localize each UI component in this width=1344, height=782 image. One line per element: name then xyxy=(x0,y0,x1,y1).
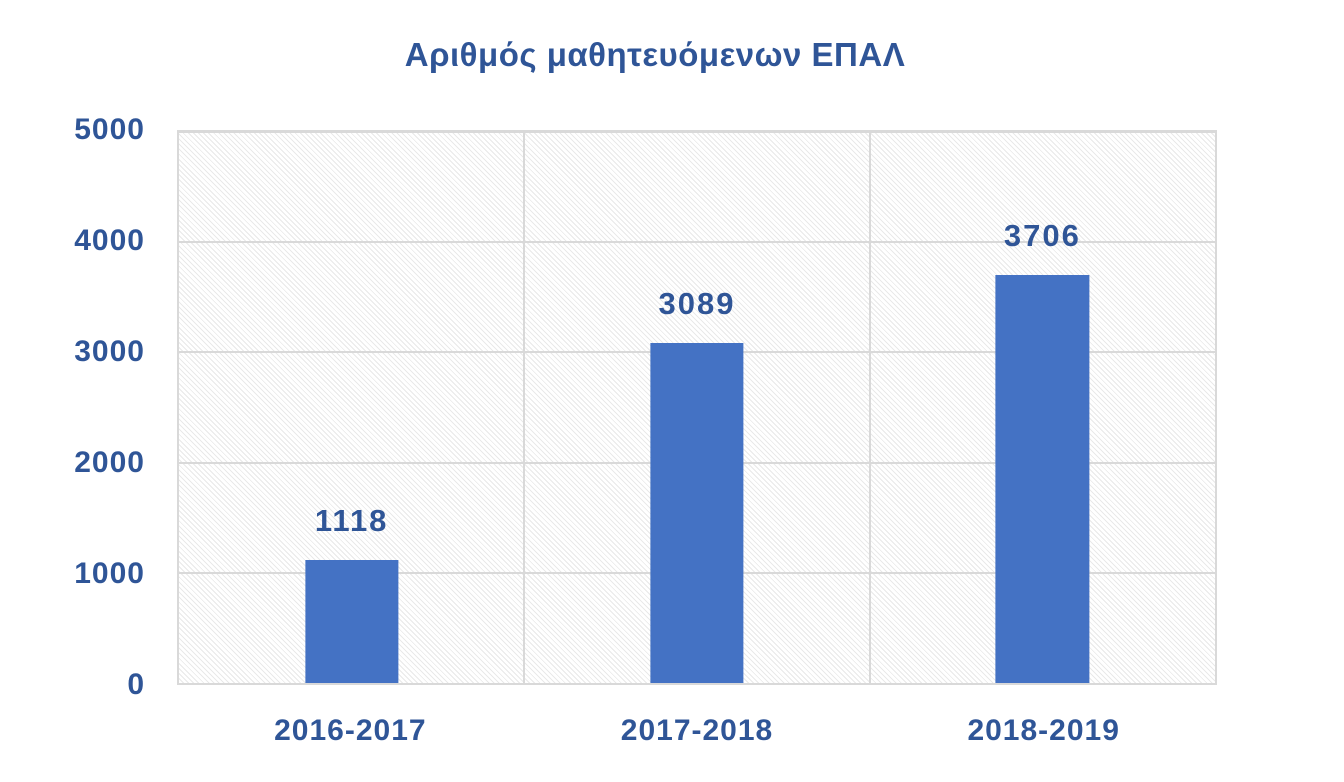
y-tick-label: 1000 xyxy=(74,557,145,590)
bar-value-label: 3706 xyxy=(1003,217,1081,253)
bar-value-label: 3089 xyxy=(658,285,736,321)
plot-area: 1118 3089 3706 xyxy=(177,130,1217,685)
bar-value-label: 1118 xyxy=(314,502,389,538)
vertical-gridline xyxy=(523,132,526,683)
x-category-label: 2018-2019 xyxy=(967,714,1120,747)
y-tick-label: 0 xyxy=(127,668,145,701)
y-tick-label: 5000 xyxy=(74,113,145,146)
bar xyxy=(305,559,399,683)
x-category-label: 2017-2018 xyxy=(620,714,774,747)
bar xyxy=(995,274,1089,683)
bar xyxy=(650,342,744,683)
horizontal-gridline xyxy=(179,241,1215,244)
horizontal-gridline xyxy=(179,131,1215,133)
y-tick-label: 4000 xyxy=(74,224,145,257)
chart-title: Αριθμός μαθητευόμενων ΕΠΑΛ xyxy=(404,36,906,73)
vertical-gridline xyxy=(868,132,871,683)
y-tick-label: 2000 xyxy=(74,446,145,479)
y-axis: 0 1000 2000 3000 4000 5000 xyxy=(0,113,145,701)
x-axis: 2016-2017 2017-2018 2018-2019 xyxy=(177,700,1217,762)
x-category-label: 2016-2017 xyxy=(274,714,427,747)
y-tick-label: 3000 xyxy=(74,335,145,368)
